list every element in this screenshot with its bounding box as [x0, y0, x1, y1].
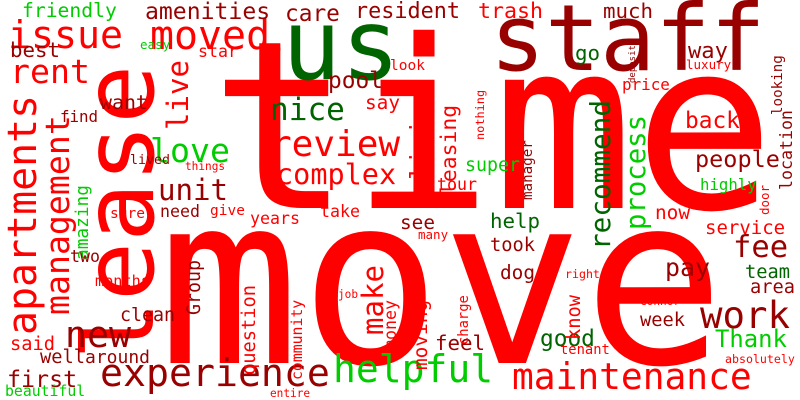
word-around: around: [85, 346, 151, 368]
word-area: area: [750, 276, 796, 298]
word-staff: staff: [490, 0, 766, 92]
word-recommend: recommend: [584, 99, 618, 250]
word-issue: issue: [8, 13, 123, 58]
word-dog: dog: [500, 261, 536, 285]
word-resident: resident: [355, 0, 460, 25]
word-say: say: [365, 91, 401, 115]
word-pool: pool: [328, 68, 383, 95]
word-money: money: [380, 300, 400, 350]
word-give: give: [210, 202, 245, 219]
word-clean: clean: [120, 304, 176, 326]
word-lived: lived: [130, 152, 171, 168]
word-best: best: [10, 38, 61, 63]
word-back: back: [685, 108, 740, 135]
word-people: people: [695, 145, 780, 174]
word-two: two: [70, 246, 100, 266]
word-much: much: [603, 0, 654, 24]
word-well: well: [40, 346, 86, 368]
word-helpful: helpful: [333, 347, 494, 391]
word-beautiful: beautiful: [5, 382, 86, 400]
word-location: location: [777, 110, 797, 190]
word-see: see: [400, 211, 436, 235]
word-group: Group: [183, 259, 205, 315]
word-highly: highly: [700, 174, 757, 194]
word-building: building: [266, 44, 282, 105]
word-rent: rent: [10, 52, 90, 92]
word-take: take: [320, 201, 360, 221]
word-way: way: [688, 38, 728, 65]
word-nothing: nothing: [473, 89, 488, 140]
word-week: week: [640, 309, 686, 331]
word-said: said: [10, 333, 56, 355]
word-team: team: [745, 261, 791, 283]
word-door: door: [757, 184, 773, 215]
word-nice: nice: [270, 91, 345, 128]
word-now: now: [655, 201, 691, 225]
word-things: things: [185, 160, 226, 174]
word-luxury: luxury: [686, 57, 732, 72]
word-find: find: [60, 106, 99, 126]
word-move: move: [158, 143, 725, 400]
word-many: many: [418, 227, 449, 242]
word-question: question: [239, 284, 261, 375]
word-experience: experience: [100, 351, 330, 396]
word-tenant: tenant: [560, 341, 610, 358]
word-took: took: [490, 234, 536, 256]
word-look: look: [390, 57, 425, 74]
word-review: review: [270, 124, 401, 166]
word-good: good: [540, 326, 595, 353]
word-charge: charge: [455, 295, 472, 345]
word-love: love: [150, 131, 230, 171]
word-right: right: [565, 267, 600, 282]
word-looking: looking: [769, 55, 786, 115]
word-new: new: [65, 313, 132, 357]
word-complex: complex: [276, 157, 397, 191]
word-fee: fee: [733, 229, 789, 265]
word-service: service: [705, 216, 786, 239]
word-care: care: [285, 1, 340, 28]
word-time: time: [210, 0, 775, 265]
word-years: years: [250, 208, 300, 228]
word-management: management: [38, 115, 78, 315]
word-deposit: deposit: [627, 45, 638, 83]
word-want: want: [100, 91, 148, 115]
word-living: living: [405, 90, 435, 180]
word-manager: manager: [519, 140, 536, 200]
word-work: work: [700, 293, 791, 337]
word-entire: entire: [270, 386, 311, 400]
word-moved: moved: [150, 12, 271, 59]
word-process: process: [620, 114, 652, 230]
word-go: go: [575, 41, 601, 66]
word-live: live: [160, 59, 195, 130]
word-absolutely: absolutely: [725, 352, 795, 367]
word-community: community: [289, 299, 306, 380]
word-easy: easy: [140, 37, 171, 52]
word-know: know: [563, 294, 585, 340]
word-help: help: [490, 209, 541, 234]
word-us: us: [282, 0, 401, 104]
word-moving: moving: [408, 299, 432, 370]
word-maintenance: maintenance: [512, 355, 752, 399]
word-first: first: [7, 366, 78, 394]
word-tour: tour: [437, 174, 477, 194]
word-trash: trash: [478, 0, 544, 25]
word-friendly: friendly: [22, 0, 117, 23]
word-feel: feel: [435, 331, 486, 356]
word-amenities: amenities: [145, 0, 271, 26]
word-need: need: [160, 201, 200, 221]
word-star: star: [198, 41, 238, 61]
word-sure: sure: [110, 205, 145, 222]
word-price: price: [622, 74, 670, 94]
word-job: job: [338, 288, 359, 302]
word-super: super: [465, 154, 521, 176]
word-thank: Thank: [715, 325, 787, 354]
word-pay: pay: [665, 253, 710, 282]
word-unit: unit: [158, 172, 229, 207]
word-months: months: [95, 271, 150, 290]
word-connor: Connor: [640, 295, 681, 309]
